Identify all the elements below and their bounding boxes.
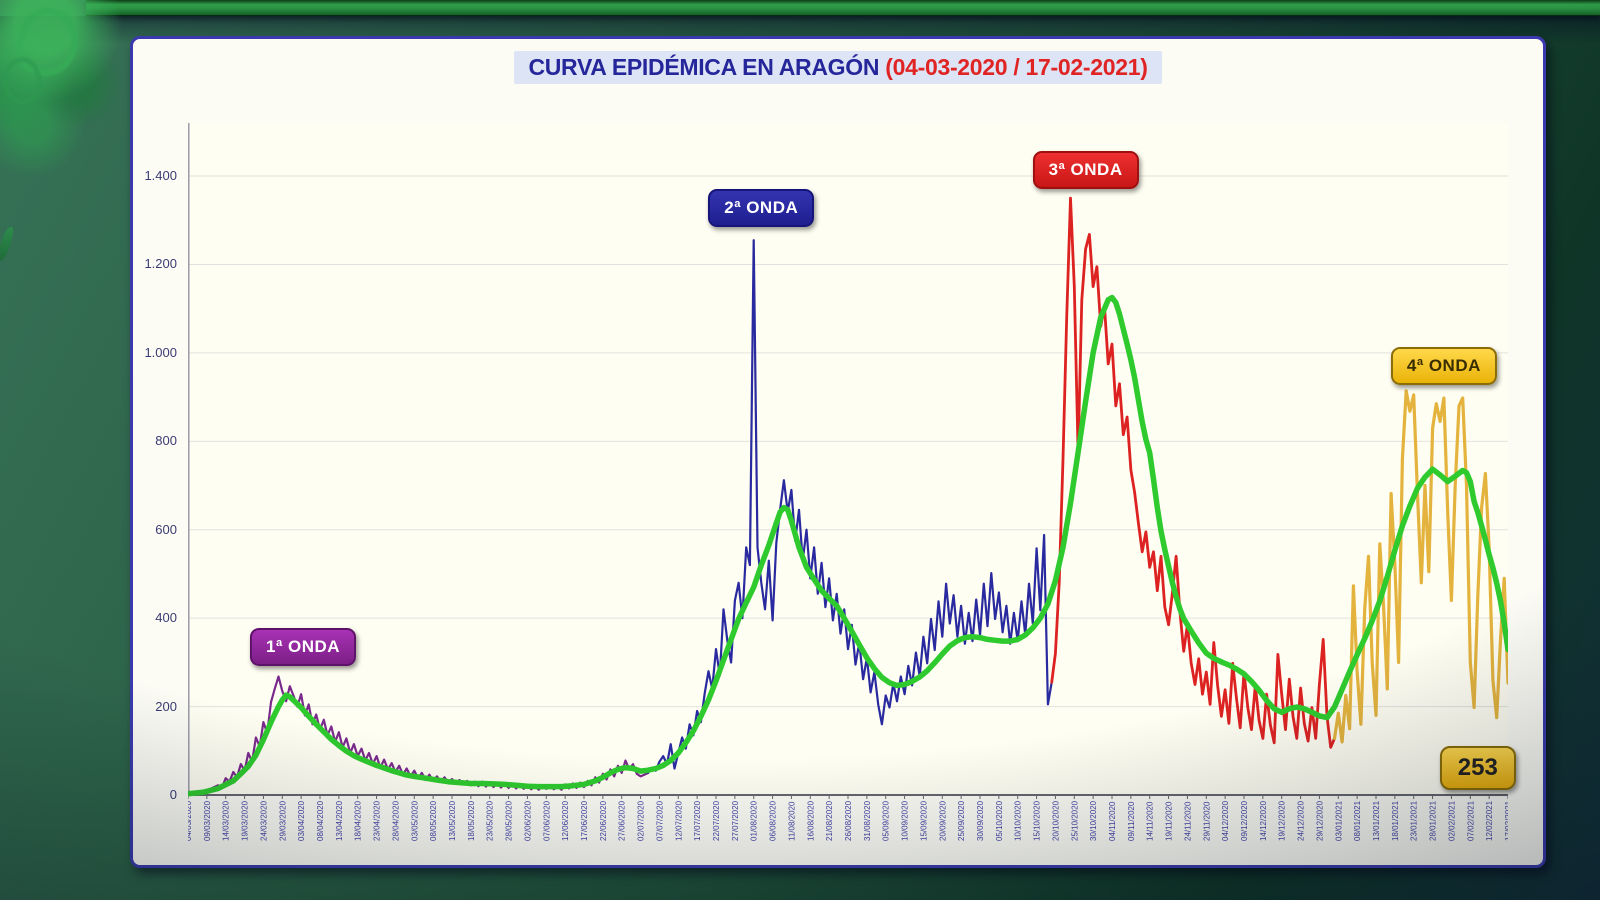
x-tick-label: 13/01/2021 — [1372, 800, 1381, 841]
x-tick-label: 20/10/2020 — [1051, 800, 1060, 841]
x-tick-label: 22/06/2020 — [599, 800, 608, 841]
x-tick-label: 31/08/2020 — [863, 800, 872, 841]
x-tick-label: 13/04/2020 — [335, 800, 344, 841]
x-tick-label: 24/03/2020 — [259, 800, 268, 841]
chart-card: CURVA EPIDÉMICA EN ARAGÓN (04-03-2020 / … — [130, 36, 1546, 868]
y-axis-labels: 1.400 1.200 1.000 800 600 400 200 0 — [133, 123, 183, 802]
plot-area: 04/03/2020 09/03/2020 14/03/2020 19/03/2020… — [188, 123, 1516, 863]
x-tick-label: 19/12/2020 — [1278, 800, 1287, 841]
x-tick-label: 02/06/2020 — [523, 800, 532, 841]
x-tick-label: 28/05/2020 — [505, 800, 514, 841]
x-tick-label: 23/05/2020 — [486, 800, 495, 841]
x-tick-label: 09/11/2020 — [1127, 801, 1136, 841]
x-tick-label: 27/07/2020 — [731, 800, 740, 841]
x-tick-label: 27/06/2020 — [618, 800, 627, 841]
top-bar — [86, 0, 1600, 16]
x-tick-label: 02/02/2021 — [1447, 800, 1456, 841]
y-axis-label: 600 — [155, 521, 177, 537]
x-tick-label: 23/04/2020 — [373, 800, 382, 841]
x-tick-label: 14/11/2020 — [1146, 801, 1155, 841]
x-tick-label: 06/08/2020 — [769, 800, 778, 841]
x-tick-label: 03/04/2020 — [297, 800, 306, 841]
x-tick-label: 28/04/2020 — [391, 800, 400, 841]
x-tick-label: 25/09/2020 — [957, 800, 966, 841]
x-tick-label: 08/01/2021 — [1353, 800, 1362, 841]
x-tick-label: 26/08/2020 — [844, 800, 853, 841]
chart-svg: 04/03/2020 09/03/2020 14/03/2020 19/03/2020… — [188, 123, 1508, 841]
x-tick-label: 17/02/2021 — [1504, 800, 1508, 841]
y-axis-label: 1.000 — [144, 344, 177, 360]
x-tick-label: 07/07/2020 — [655, 800, 664, 841]
leaf-decoration — [0, 225, 15, 263]
x-tick-label: 12/06/2020 — [561, 800, 570, 841]
x-tick-label: 18/04/2020 — [354, 800, 363, 841]
x-tick-label: 24/11/2020 — [1183, 801, 1192, 841]
y-axis-label: 400 — [155, 610, 177, 626]
x-tick-label: 19/11/2020 — [1165, 801, 1174, 841]
x-tick-label: 29/11/2020 — [1202, 801, 1211, 841]
chart-title-main: CURVA EPIDÉMICA EN ARAGÓN — [528, 54, 880, 80]
plot-background — [188, 123, 1508, 795]
x-tick-label: 20/09/2020 — [938, 800, 947, 841]
y-axis-label: 200 — [155, 698, 177, 714]
x-tick-label: 01/08/2020 — [750, 800, 759, 841]
x-tick-label: 15/10/2020 — [1033, 800, 1042, 841]
x-tick-label: 25/10/2020 — [1070, 800, 1079, 841]
x-tick-label: 19/03/2020 — [241, 800, 250, 841]
chart-title-period: (04-03-2020 / 17-02-2021) — [885, 54, 1148, 80]
x-tick-label: 08/04/2020 — [316, 800, 325, 841]
x-tick-label: 13/05/2020 — [448, 800, 457, 841]
x-tick-label: 03/01/2021 — [1334, 800, 1343, 841]
wave-badge-2: 2ª ONDA — [708, 189, 815, 228]
x-tick-label: 04/03/2020 — [188, 800, 193, 841]
x-tick-label: 15/09/2020 — [919, 800, 928, 841]
x-tick-label: 07/02/2021 — [1466, 800, 1475, 841]
x-tick-label: 14/12/2020 — [1259, 800, 1268, 841]
x-tick-label: 17/07/2020 — [693, 800, 702, 841]
x-tick-label: 24/12/2020 — [1297, 800, 1306, 841]
x-tick-label: 18/01/2021 — [1391, 800, 1400, 841]
chart-title: CURVA EPIDÉMICA EN ARAGÓN (04-03-2020 / … — [133, 51, 1543, 84]
x-tick-label: 07/06/2020 — [542, 800, 551, 841]
x-tick-label: 09/03/2020 — [203, 800, 212, 841]
x-tick-label: 30/10/2020 — [1089, 800, 1098, 841]
y-axis-label: 0 — [169, 787, 177, 802]
x-tick-label: 28/01/2021 — [1429, 800, 1438, 841]
x-tick-label: 18/05/2020 — [467, 800, 476, 841]
x-tick-label: 14/03/2020 — [222, 800, 231, 841]
x-tick-label: 17/06/2020 — [580, 800, 589, 841]
y-axis-label: 1.400 — [144, 168, 177, 184]
x-tick-label: 12/07/2020 — [674, 800, 683, 841]
x-tick-label: 11/08/2020 — [787, 801, 796, 841]
x-tick-label: 05/10/2020 — [995, 800, 1004, 841]
x-tick-label: 29/12/2020 — [1315, 800, 1324, 841]
x-tick-label: 16/08/2020 — [806, 800, 815, 841]
y-axis-label: 1.200 — [144, 256, 177, 272]
x-tick-label: 04/12/2020 — [1221, 800, 1230, 841]
final-value-badge: 253 — [1439, 746, 1516, 791]
x-tick-label: 08/05/2020 — [429, 800, 438, 841]
x-tick-label: 30/09/2020 — [976, 800, 985, 841]
x-tick-label: 04/11/2020 — [1108, 801, 1117, 841]
wave-badge-1: 1ª ONDA — [250, 628, 357, 667]
y-axis-label: 800 — [155, 433, 177, 449]
x-tick-label: 03/05/2020 — [410, 800, 419, 841]
chart-title-band: CURVA EPIDÉMICA EN ARAGÓN (04-03-2020 / … — [514, 51, 1162, 84]
x-tick-label: 10/09/2020 — [901, 800, 910, 841]
x-tick-label: 29/03/2020 — [278, 800, 287, 841]
x-tick-label: 23/01/2021 — [1410, 800, 1419, 841]
x-tick-label: 22/07/2020 — [712, 800, 721, 841]
x-tick-label: 02/07/2020 — [637, 800, 646, 841]
wave-badge-3: 3ª ONDA — [1032, 151, 1139, 190]
wave-badge-4: 4ª ONDA — [1390, 347, 1497, 386]
x-tick-label: 09/12/2020 — [1240, 800, 1249, 841]
emblem-decoration — [0, 0, 144, 180]
x-tick-label: 05/09/2020 — [882, 800, 891, 841]
x-tick-label: 12/02/2021 — [1485, 800, 1494, 841]
x-tick-label: 21/08/2020 — [825, 800, 834, 841]
x-tick-label: 10/10/2020 — [1014, 800, 1023, 841]
